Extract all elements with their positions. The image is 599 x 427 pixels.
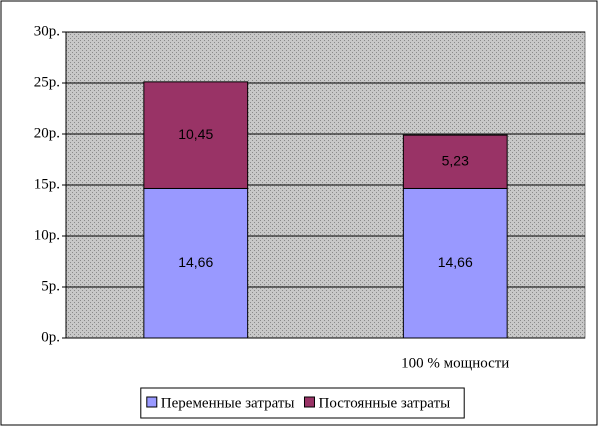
legend-label: Переменные затраты [161,395,295,411]
bar [143,187,249,339]
legend-swatch [303,396,315,408]
value-label: 10,45 [178,126,213,142]
y-tick-label: 5р. [41,278,60,294]
bar [143,81,249,189]
bar [402,134,508,189]
y-tick-label: 25р. [34,74,60,90]
legend-swatch [146,396,158,408]
bar [402,187,508,339]
y-tick-label: 0р. [41,329,60,345]
value-label: 14,66 [178,254,213,270]
y-tick-label: 30р. [34,23,60,39]
y-tick-label: 20р. [34,125,60,141]
value-label: 14,66 [438,254,473,270]
legend [140,387,465,419]
value-label: 5,23 [442,152,469,168]
y-tick-label: 15р. [34,176,60,192]
x-tick-label: 100 % мощности [401,355,509,371]
y-tick-label: 10р. [34,227,60,243]
legend-label: Постоянные затраты [318,395,450,411]
